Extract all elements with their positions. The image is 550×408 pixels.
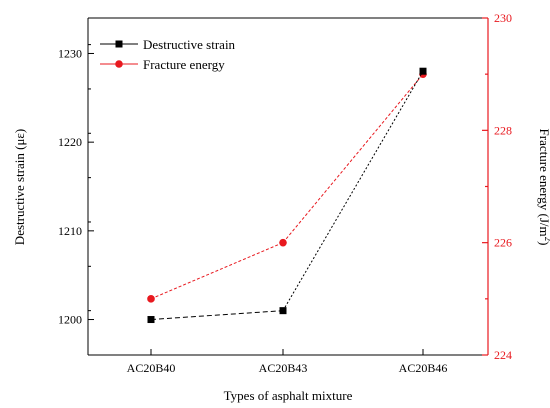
right-axis-title-sup: 2 <box>543 237 550 242</box>
legend-label-fracture-energy: Fracture energy <box>143 57 225 72</box>
legend-marker-square <box>115 40 123 48</box>
data-point-destructive-strain <box>147 316 155 324</box>
right-tick-label: 226 <box>494 236 512 250</box>
legend-label-destructive-strain: Destructive strain <box>143 37 236 52</box>
series-segment-fracture-energy <box>282 73 424 243</box>
x-tick-label: AC20B46 <box>399 361 448 375</box>
data-point-destructive-strain <box>279 307 287 315</box>
series-segment-destructive-strain <box>150 310 284 321</box>
x-axis-ticks: AC20B40 AC20B43 AC20B46 <box>127 349 448 375</box>
series-segment-destructive-strain <box>282 70 424 311</box>
x-tick-label: AC20B40 <box>127 361 176 375</box>
right-tick-label: 230 <box>494 11 512 25</box>
series-layer <box>147 67 427 324</box>
left-tick-label: 1200 <box>58 313 82 327</box>
right-axis-title: Fracture energy (J/m2) <box>537 129 550 246</box>
right-tick-label: 228 <box>494 123 512 137</box>
right-axis-title-main: Fracture energy (J/m <box>537 129 550 237</box>
left-tick-label: 1230 <box>58 46 82 60</box>
data-point-destructive-strain <box>419 67 427 75</box>
left-axis-title: Destructive strain (με) <box>12 129 27 245</box>
right-axis-title-end: ) <box>537 241 550 245</box>
x-axis-title: Types of asphalt mixture <box>224 388 353 403</box>
x-tick-label: AC20B43 <box>259 361 308 375</box>
legend-marker-circle <box>115 60 123 68</box>
left-tick-label: 1210 <box>58 224 82 238</box>
data-point-fracture-energy <box>279 238 287 247</box>
legend: Destructive strain Fracture energy <box>100 37 236 72</box>
right-axis-ticks: 224 226 228 230 <box>482 11 512 362</box>
data-point-fracture-energy <box>147 295 155 303</box>
left-tick-label: 1220 <box>58 135 82 149</box>
series-segment-fracture-energy <box>150 242 284 300</box>
right-tick-label: 224 <box>494 348 512 362</box>
left-axis-ticks: 1200 1210 1220 1230 <box>58 44 94 356</box>
